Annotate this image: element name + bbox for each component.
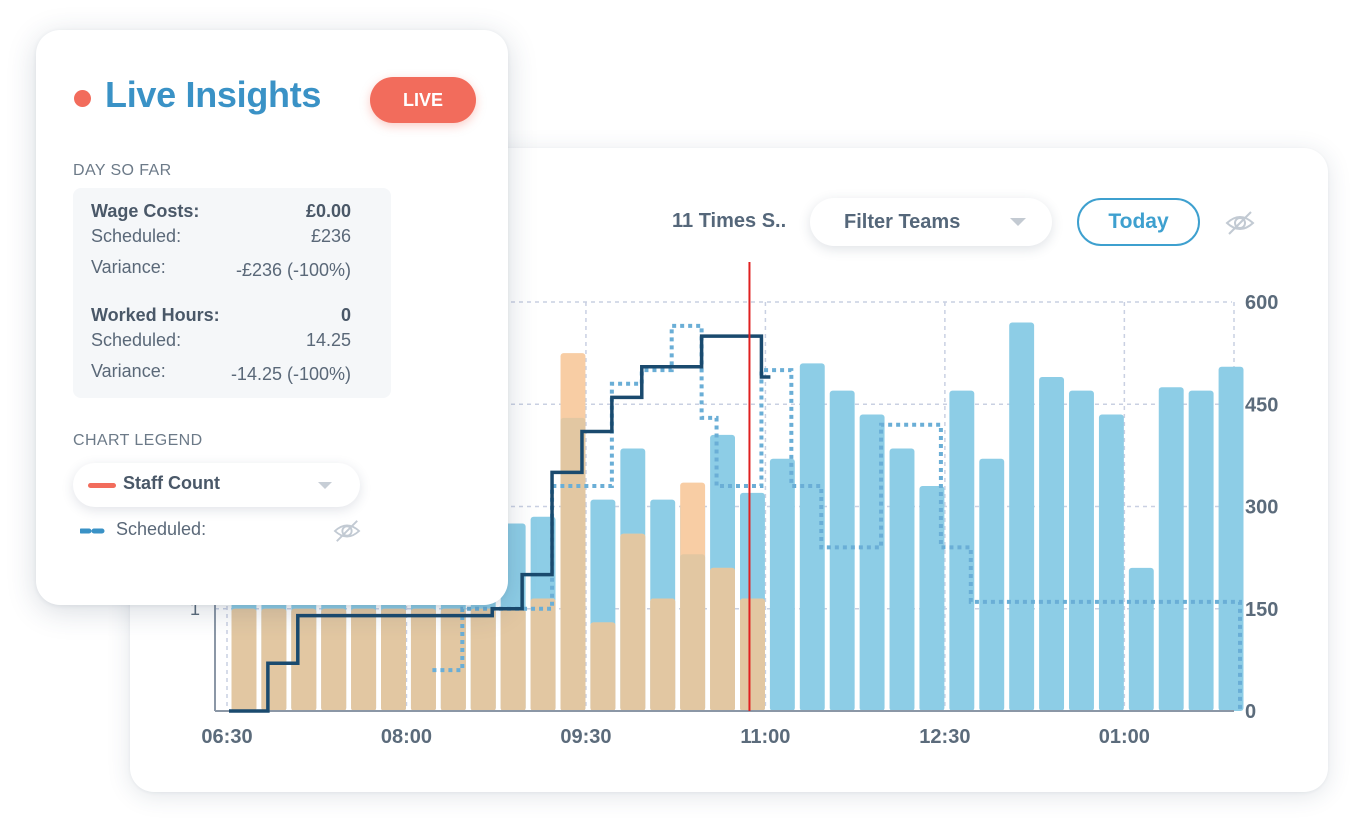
staff-count-swatch [88,483,116,488]
hours-scheduled-label: Scheduled: [91,330,182,350]
chevron-down-icon [1010,218,1026,226]
eye-off-icon[interactable] [1224,209,1256,237]
actual-bar [321,608,347,711]
chevron-down-icon [318,482,332,489]
stats-box: Wage Costs: £0.00 Scheduled: £236 Varian… [73,188,391,398]
wage-variance-label: Variance: [91,257,166,277]
x-tick-label: 06:30 [201,726,252,748]
actual-bar [740,598,765,711]
actual-bar [620,533,646,711]
forecast-bar [979,458,1005,711]
today-button[interactable]: Today [1077,198,1200,246]
forecast-bar [1039,376,1065,711]
forecast-bar [769,458,795,711]
y-tick-label: 450 [1245,394,1278,416]
forecast-bar [799,363,825,711]
forecast-bar [859,414,885,711]
actual-bar [440,608,466,711]
forecast-bar [1158,387,1184,711]
forecast-bar [949,390,975,711]
actual-bar [381,608,406,711]
legend-item-label: Scheduled: [116,519,207,539]
wage-costs-label: Wage Costs: [91,201,200,221]
scheduled-swatch [80,528,108,534]
eye-off-icon[interactable] [332,518,362,544]
wage-costs-value: £0.00 [305,201,351,221]
actual-bar [650,598,676,711]
wage-scheduled-value: £236 [310,226,351,246]
actual-bar [231,608,257,711]
chart-bars [231,322,1244,711]
times-selector[interactable]: 11 Times S.. [672,210,787,232]
hours-scheduled-value: 14.25 [305,330,351,350]
chart-legend-heading: CHART LEGEND [73,432,203,449]
actual-bar [680,554,706,711]
forecast-bar [1098,414,1124,711]
actual-bar [500,608,526,711]
staff-count-line [229,334,771,713]
wage-variance-value: -£236 (-100%) [235,260,351,280]
x-tick-label: 11:00 [740,726,790,748]
live-insights-panel: Live Insights LIVE DAY SO FAR Wage Costs… [36,30,508,605]
actual-bar [710,567,735,711]
actual-bar [410,608,436,711]
left-axis-label: 1 [190,599,200,619]
actual-bar [470,608,496,711]
legend-item-scheduled: Scheduled: [80,518,370,544]
insights-title: Live Insights [105,74,322,115]
filter-teams-label: Filter Teams [844,211,961,233]
live-indicator-dot [74,90,91,107]
forecast-bar [1128,567,1154,711]
y-tick-label: 300 [1245,497,1278,519]
actual-bar [261,608,287,711]
legend-select[interactable]: Staff Count [73,463,360,507]
actual-bar [560,417,586,711]
actual-bar [590,622,616,711]
hours-variance-label: Variance: [91,361,166,381]
filter-teams-select[interactable]: Filter Teams [810,198,1052,246]
actual-bar [351,608,377,711]
live-badge[interactable]: LIVE [370,77,476,123]
forecast-bar [1218,366,1244,711]
x-tick-label: 12:30 [919,726,970,748]
wage-scheduled-label: Scheduled: [91,226,182,246]
y-tick-label: 150 [1245,599,1278,621]
worked-hours-label: Worked Hours: [91,305,220,325]
x-tick-label: 08:00 [381,726,432,748]
y-tick-label: 600 [1245,292,1278,314]
forecast-bar [919,486,945,711]
x-tick-label: 09:30 [560,726,611,748]
x-tick-label: 01:00 [1099,726,1150,748]
forecast-bar [1188,390,1214,711]
hours-variance-value: -14.25 (-100%) [230,364,351,384]
worked-hours-value: 0 [340,305,351,325]
forecast-bar [1069,390,1094,711]
actual-bar [530,598,556,711]
actual-bar [291,608,317,711]
forecast-bar [1009,322,1035,711]
forecast-bar [889,448,915,711]
day-so-far-heading: DAY SO FAR [73,162,172,179]
y-tick-label: 0 [1245,701,1256,723]
legend-select-label: Staff Count [123,473,220,493]
forecast-bar [829,390,855,711]
